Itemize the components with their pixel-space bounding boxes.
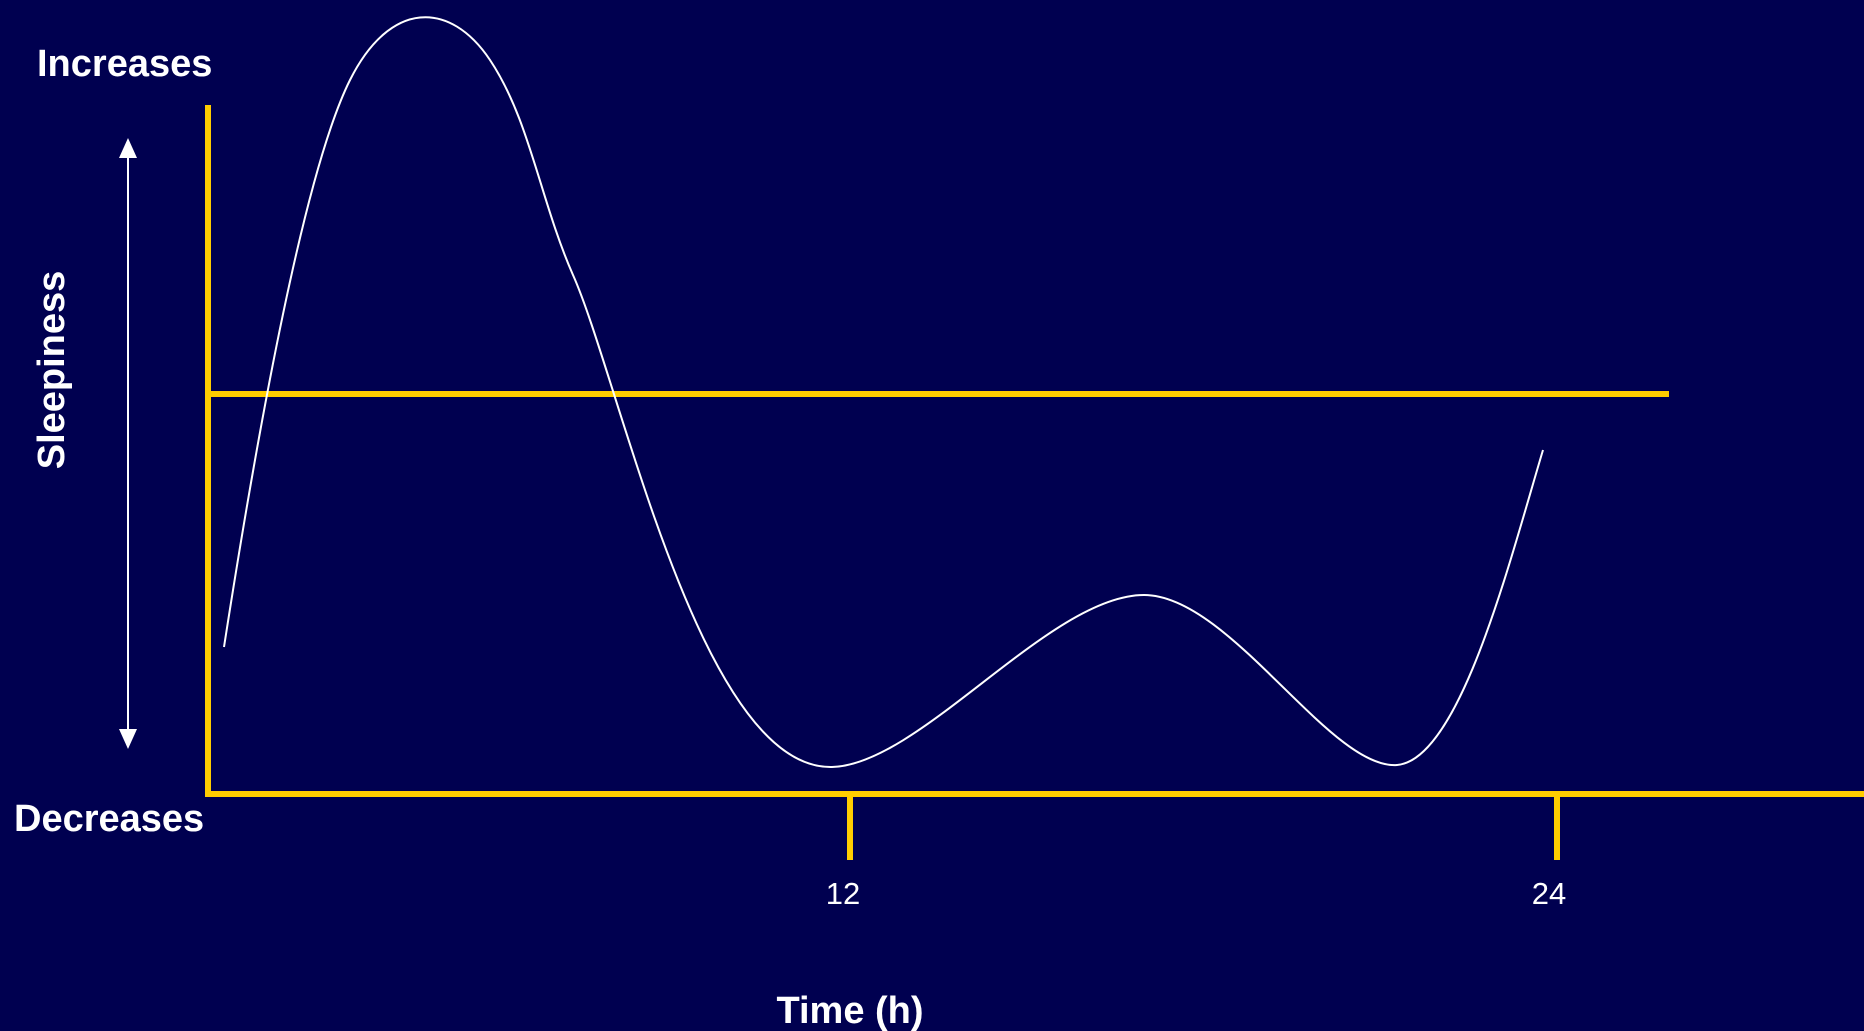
arrow-head-down: [119, 729, 137, 749]
x-axis-label: Time (h): [776, 990, 923, 1031]
x-tick-label: 24: [1532, 876, 1566, 911]
y-axis-label: Sleepiness: [31, 271, 73, 470]
bottom-label: Decreases: [14, 798, 204, 840]
arrow-head-up: [119, 138, 137, 158]
x-tick-label: 12: [826, 876, 860, 911]
top-label: Increases: [37, 43, 212, 85]
sleepiness-curve: [223, 16, 1544, 769]
